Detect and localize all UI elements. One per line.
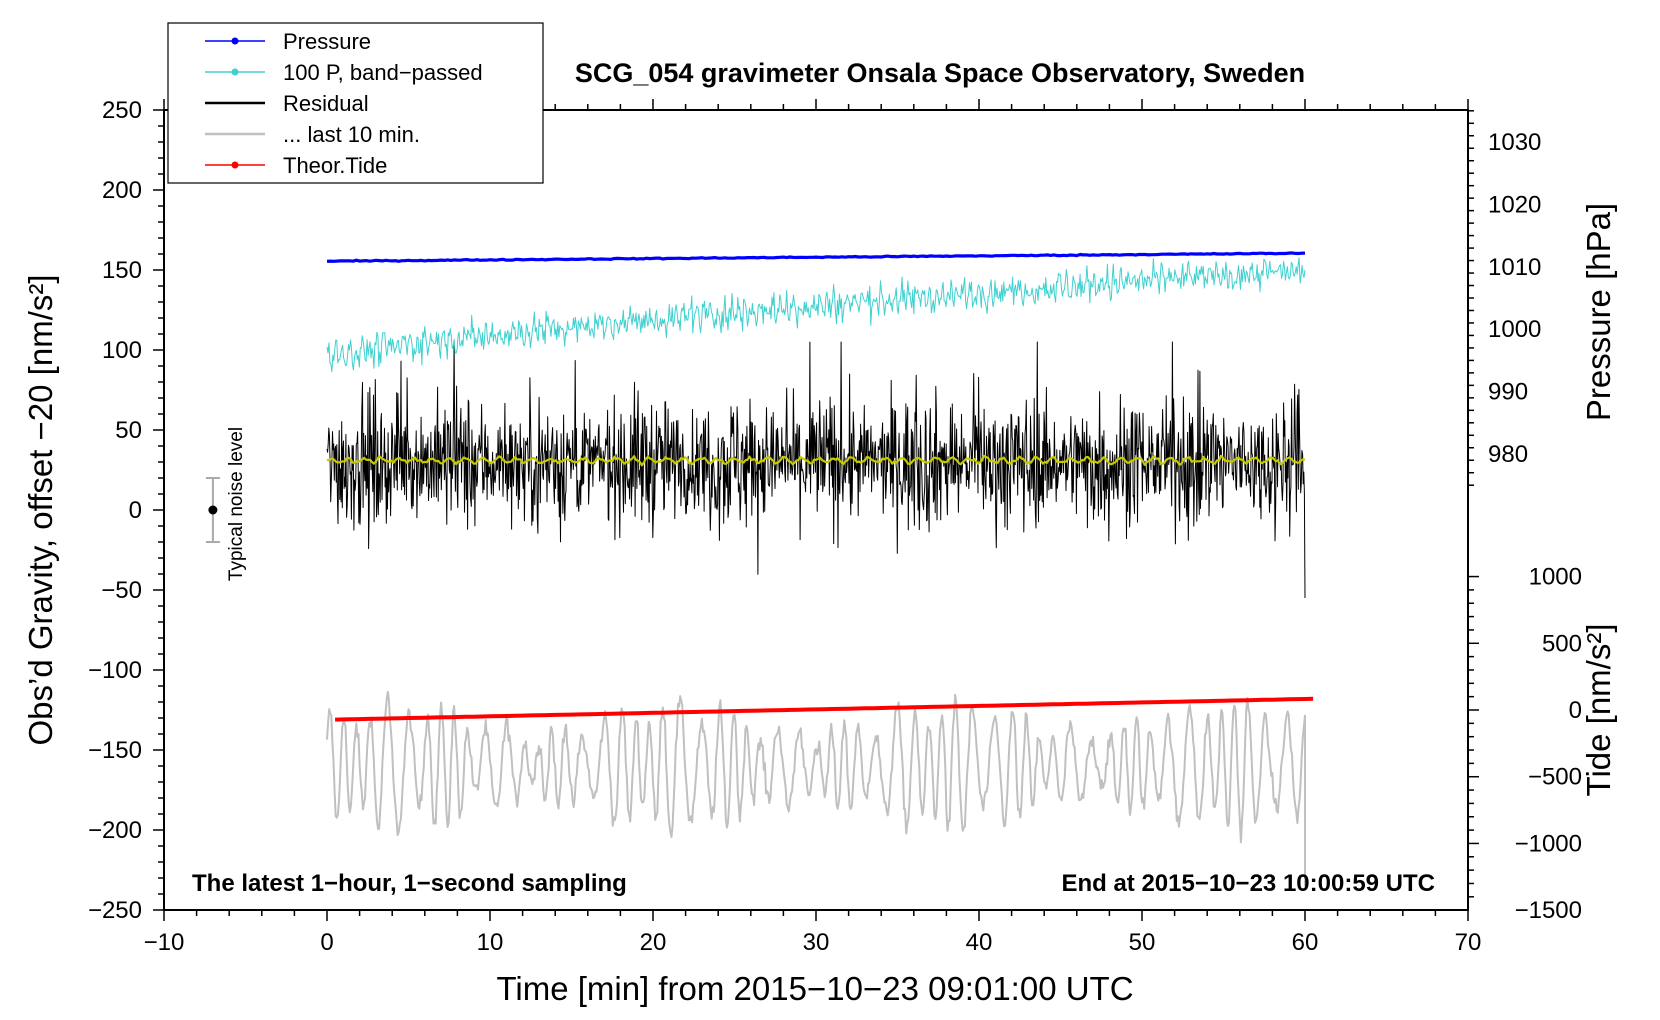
pressure-tick-label: 980 xyxy=(1488,441,1528,468)
x-axis-title: Time [min] from 2015−10−23 09:01:00 UTC xyxy=(496,970,1133,1007)
y-tick-label: −100 xyxy=(88,657,142,684)
y-tick-label: 100 xyxy=(102,337,142,364)
noise-indicator: Typical noise level xyxy=(205,427,247,581)
pressure-tick-label: 1030 xyxy=(1488,129,1541,156)
legend: Pressure 100 P, band−passed Residual ... la… xyxy=(167,22,544,184)
chart-title: SCG_054 gravimeter Onsala Space Observat… xyxy=(575,58,1305,88)
y-tick-label: −200 xyxy=(88,817,142,844)
legend-marker xyxy=(231,161,239,169)
x-tick-label: −10 xyxy=(144,929,185,956)
tide-tick-label: −1000 xyxy=(1515,830,1582,857)
noise-center-dot xyxy=(208,505,218,515)
y-tick-label: 150 xyxy=(102,257,142,284)
pressure-tick-label: 990 xyxy=(1488,379,1528,406)
legend-label: Pressure xyxy=(283,29,371,54)
series-layer xyxy=(326,251,1314,886)
note-sampling: The latest 1−hour, 1−second sampling xyxy=(192,870,627,897)
tide-tick-label: 1000 xyxy=(1529,564,1582,591)
y-tick-label: −150 xyxy=(88,737,142,764)
y-tick-label: −250 xyxy=(88,897,142,924)
pressure-tick-label: 1010 xyxy=(1488,254,1541,281)
tide-tick-label: −1500 xyxy=(1515,897,1582,924)
y-tick-label: −50 xyxy=(101,577,142,604)
y-axis-title-tide: Tide [nm/s²] xyxy=(1580,624,1617,797)
pressure-tick-label: 1000 xyxy=(1488,316,1541,343)
series-last-10-min xyxy=(326,690,1306,886)
x-tick-label: 70 xyxy=(1455,929,1482,956)
note-end-time: End at 2015−10−23 10:00:59 UTC xyxy=(1061,870,1435,897)
x-tick-label: 0 xyxy=(320,929,333,956)
legend-marker xyxy=(231,68,239,76)
legend-label: Theor.Tide xyxy=(283,153,387,178)
series-pressure xyxy=(326,251,1306,263)
tide-tick-label: 500 xyxy=(1542,630,1582,657)
y-tick-label: 200 xyxy=(102,177,142,204)
tide-tick-label: −500 xyxy=(1528,764,1582,791)
axes-layer: −10 0 10 20 30 40 50 60 70250200150100500−50−100… xyxy=(88,97,1582,956)
x-tick-label: 10 xyxy=(477,929,504,956)
y-tick-label: 0 xyxy=(129,497,142,524)
y-axis-title-left: Obs’d Gravity, offset −20 [nm/s²] xyxy=(22,274,59,745)
y-tick-label: 250 xyxy=(102,97,142,124)
x-tick-label: 50 xyxy=(1129,929,1156,956)
legend-label: Residual xyxy=(283,91,369,116)
tide-tick-label: 0 xyxy=(1569,697,1582,724)
legend-marker xyxy=(231,37,239,45)
x-tick-label: 40 xyxy=(966,929,993,956)
series-residual-smoothed xyxy=(326,454,1306,467)
legend-label: 100 P, band−passed xyxy=(283,60,483,85)
y-axis-title-pressure: Pressure [hPa] xyxy=(1580,203,1617,421)
legend-label: ... last 10 min. xyxy=(283,122,420,147)
y-tick-label: 50 xyxy=(115,417,142,444)
x-tick-label: 60 xyxy=(1292,929,1319,956)
x-tick-label: 30 xyxy=(803,929,830,956)
x-tick-label: 20 xyxy=(640,929,667,956)
noise-label: Typical noise level xyxy=(226,427,247,581)
series-theoretical-tide xyxy=(335,696,1314,722)
pressure-tick-label: 1020 xyxy=(1488,191,1541,218)
series-pressure-bandpassed xyxy=(326,257,1306,373)
